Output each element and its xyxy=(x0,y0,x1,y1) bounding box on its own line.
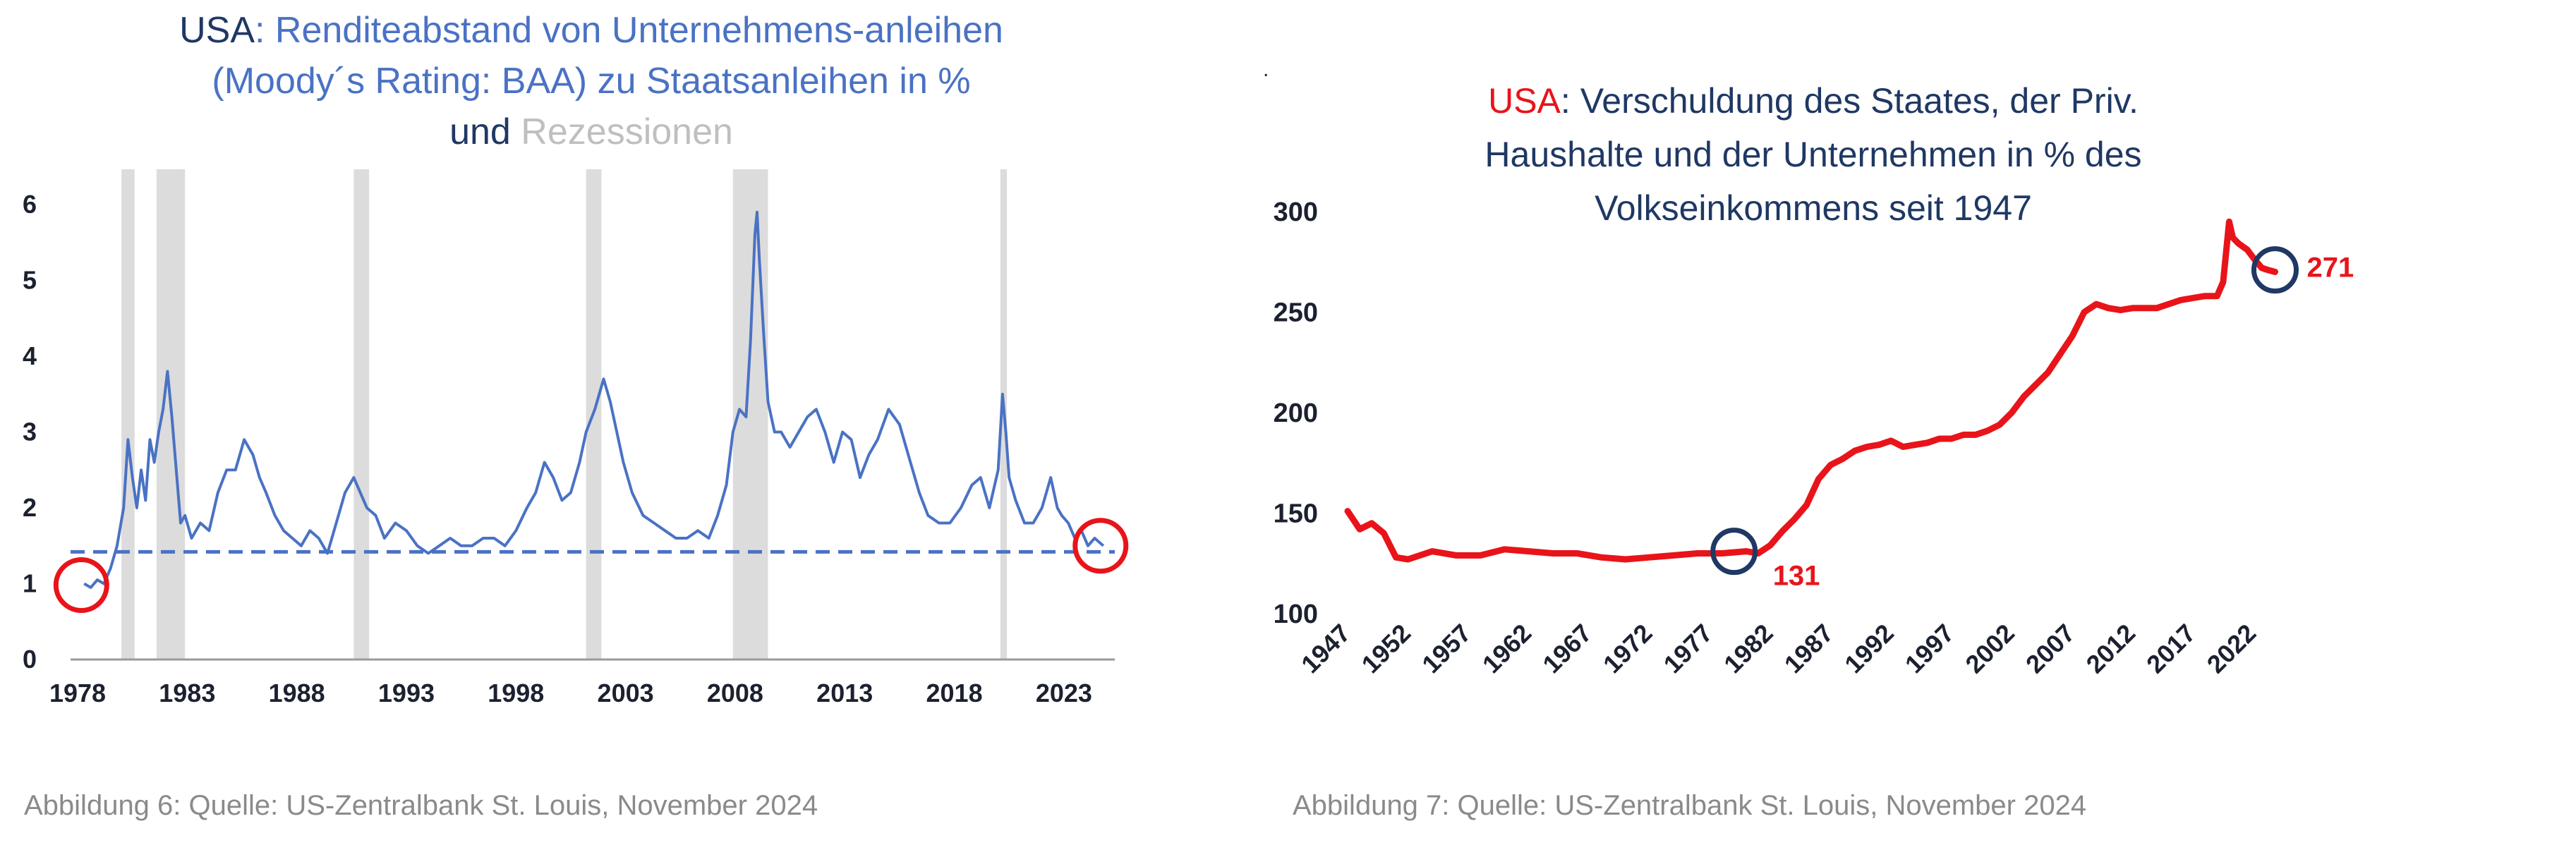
chart2-xtick-1967: 1967 xyxy=(1537,619,1597,679)
spread-chart: USA: Renditeabstand von Unternehmens-anl… xyxy=(23,10,1129,707)
chart2-xtick-1997: 1997 xyxy=(1899,619,1960,679)
chart2-xtick-1952: 1952 xyxy=(1356,619,1417,679)
chart2-end-circle xyxy=(2251,246,2299,294)
chart1-title-prefix: USA xyxy=(179,10,255,51)
chart2-xtick-2012: 2012 xyxy=(2081,619,2141,679)
chart1-xtick-2018: 2018 xyxy=(926,679,983,707)
chart1-title-line3: und Rezessionen xyxy=(449,111,733,152)
chart1-xtick-1988: 1988 xyxy=(269,679,325,707)
chart2-title-text1: : Verschuldung des Staates, der Priv. xyxy=(1561,81,2139,121)
chart2-low-label: 131 xyxy=(1773,561,1820,592)
chart2-xtick-1977: 1977 xyxy=(1657,619,1718,679)
chart2-title-line2: Haushalte und der Unternehmen in % des xyxy=(1484,135,2141,174)
chart1-ytick-0: 0 xyxy=(23,645,37,674)
chart1-ytick-2: 2 xyxy=(23,493,37,522)
chart2-title-prefix: USA xyxy=(1488,81,1561,121)
chart2-xtick-1957: 1957 xyxy=(1416,619,1477,679)
chart1-title-und: und xyxy=(449,111,521,152)
chart1-xtick-1993: 1993 xyxy=(378,679,435,707)
caption-left: Abbildung 6: Quelle: US-Zentralbank St. … xyxy=(24,790,818,821)
chart1-start-circle xyxy=(53,557,109,613)
chart2-xtick-2002: 2002 xyxy=(1959,619,2020,679)
chart1-xtick-2013: 2013 xyxy=(816,679,873,707)
recession-band-0 xyxy=(121,169,135,660)
chart1-title-line1: USA: Renditeabstand von Unternehmens-anl… xyxy=(179,10,1003,51)
chart1-title-rezessionen: Rezessionen xyxy=(521,111,733,152)
chart1-series-line xyxy=(83,210,1105,589)
chart2-title-line3: Volkseinkommens seit 1947 xyxy=(1595,188,2032,228)
chart1-ytick-3: 3 xyxy=(23,418,37,446)
chart1-ytick-1: 1 xyxy=(23,569,37,598)
recession-band-2 xyxy=(353,169,370,660)
chart1-ytick-5: 5 xyxy=(23,266,37,295)
chart2-ytick-300: 300 xyxy=(1274,197,1318,227)
chart2-xtick-1992: 1992 xyxy=(1839,619,1899,679)
chart1-xtick-1978: 1978 xyxy=(49,679,106,707)
chart2-series-line xyxy=(1344,218,2278,563)
chart2-ytick-250: 250 xyxy=(1274,298,1318,328)
chart2-low-circle xyxy=(1710,528,1758,576)
chart2-xtick-1987: 1987 xyxy=(1779,619,1839,679)
chart1-ytick-6: 6 xyxy=(23,190,37,219)
chart2-ytick-100: 100 xyxy=(1274,600,1318,629)
chart2-xtick-2022: 2022 xyxy=(2201,619,2262,679)
chart1-xtick-2023: 2023 xyxy=(1036,679,1092,707)
chart2-xtick-1982: 1982 xyxy=(1718,619,1779,679)
chart1-xtick-2003: 2003 xyxy=(598,679,654,707)
chart1-ytick-4: 4 xyxy=(23,341,37,370)
chart1-xtick-2008: 2008 xyxy=(707,679,763,707)
caption-right: Abbildung 7: Quelle: US-Zentralbank St. … xyxy=(1293,790,2087,821)
chart2-xtick-1962: 1962 xyxy=(1477,619,1537,679)
debt-chart: USA: Verschuldung des Staates, der Priv.… xyxy=(1263,58,2354,679)
chart2-end-label: 271 xyxy=(2306,253,2354,284)
chart2-xtick-1972: 1972 xyxy=(1597,619,1658,679)
chart1-xtick-1998: 1998 xyxy=(488,679,544,707)
chart2-title-line1: USA: Verschuldung des Staates, der Priv. xyxy=(1488,81,2139,121)
chart1-title-line2: (Moody´s Rating: BAA) zu Staatsanleihen … xyxy=(212,61,970,102)
chart1-xtick-1983: 1983 xyxy=(159,679,215,707)
chart1-title-text1: : Renditeabstand von Unternehmens-anleih… xyxy=(255,10,1003,51)
chart1-end-circle xyxy=(1072,518,1129,574)
chart2-xtick-2017: 2017 xyxy=(2141,619,2201,679)
chart2-ytick-200: 200 xyxy=(1274,399,1318,428)
chart2-ytick-150: 150 xyxy=(1274,499,1318,529)
stray-dot: . xyxy=(1263,58,1269,81)
chart2-xtick-2007: 2007 xyxy=(2020,619,2081,679)
